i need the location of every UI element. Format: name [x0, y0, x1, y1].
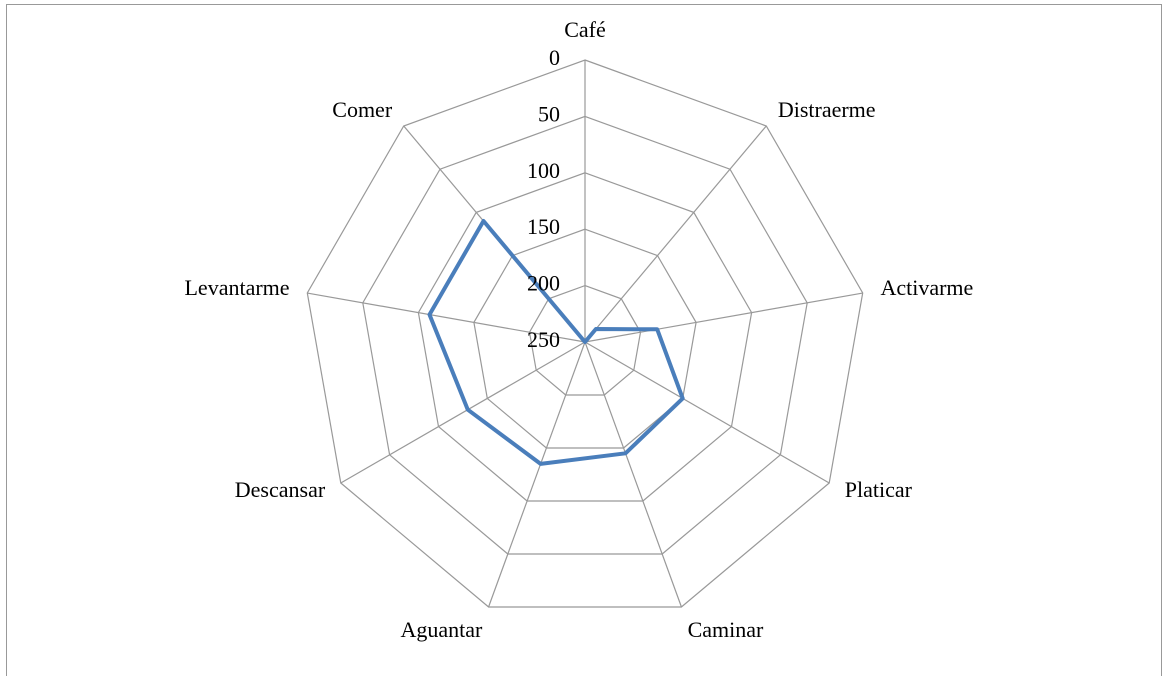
category-label: Activarme: [880, 275, 973, 300]
grid-ring: [528, 284, 642, 396]
r-tick-label: 250: [527, 327, 560, 352]
r-tick-label: 200: [527, 271, 560, 296]
category-label: Comer: [332, 97, 393, 122]
r-tick-label: 150: [527, 214, 560, 239]
spoke: [487, 341, 586, 608]
grid-ring: [362, 115, 808, 555]
category-label: Café: [564, 17, 606, 42]
category-label: Descansar: [235, 477, 326, 502]
grid-ring: [306, 59, 864, 608]
r-tick-label: 50: [538, 101, 560, 126]
r-tick-label: 0: [549, 45, 560, 70]
grid-ring: [473, 228, 697, 449]
category-label: Platicar: [845, 477, 913, 502]
spoke: [584, 341, 683, 608]
series-line: [427, 219, 685, 466]
r-tick-label: 100: [527, 158, 560, 183]
spoke: [340, 341, 586, 484]
category-label: Caminar: [688, 617, 764, 642]
spoke: [307, 292, 586, 343]
grid-ring: [417, 172, 753, 502]
spoke: [584, 125, 767, 343]
spoke: [584, 341, 830, 484]
category-label: Levantarme: [184, 275, 289, 300]
spoke: [584, 292, 863, 343]
category-label: Aguantar: [401, 617, 484, 642]
category-label: Distraerme: [778, 97, 876, 122]
frame: [6, 4, 1162, 676]
